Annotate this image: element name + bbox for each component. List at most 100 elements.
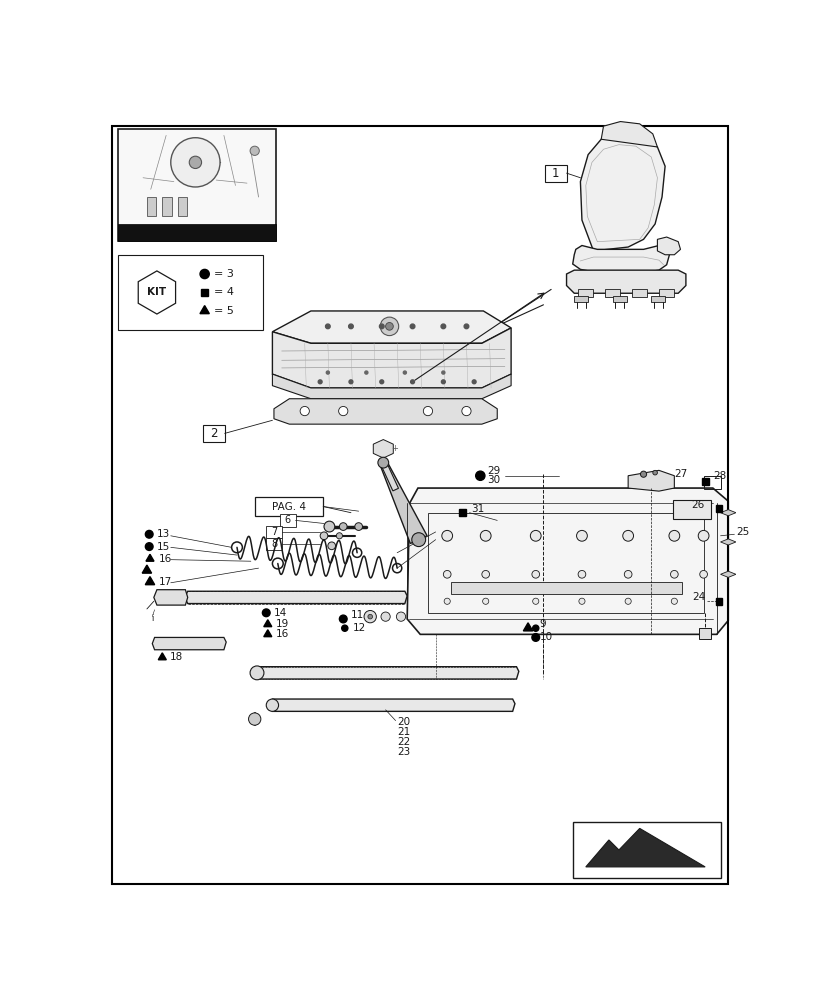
Bar <box>572 822 720 878</box>
Text: 15: 15 <box>156 542 170 552</box>
Circle shape <box>338 406 347 416</box>
Circle shape <box>443 570 450 578</box>
Bar <box>450 582 681 594</box>
Circle shape <box>262 609 269 617</box>
Circle shape <box>378 457 388 468</box>
Circle shape <box>652 470 657 475</box>
Bar <box>201 289 208 296</box>
Circle shape <box>170 138 219 187</box>
Circle shape <box>336 533 342 539</box>
Circle shape <box>379 380 383 384</box>
Text: 17: 17 <box>158 577 171 587</box>
Circle shape <box>324 521 334 532</box>
Polygon shape <box>185 591 407 604</box>
Circle shape <box>576 530 586 541</box>
Bar <box>650 296 664 302</box>
Circle shape <box>328 542 335 550</box>
Text: 16: 16 <box>158 554 171 564</box>
Circle shape <box>145 530 153 538</box>
Polygon shape <box>255 667 518 679</box>
Text: 20: 20 <box>396 717 410 727</box>
Circle shape <box>411 533 425 547</box>
Circle shape <box>410 380 414 384</box>
Polygon shape <box>145 577 155 585</box>
Circle shape <box>530 530 541 541</box>
Circle shape <box>622 530 633 541</box>
Text: = 4: = 4 <box>214 287 233 297</box>
Polygon shape <box>142 565 152 573</box>
Circle shape <box>364 371 368 374</box>
Bar <box>118 129 276 241</box>
Bar <box>266 538 281 550</box>
Text: 21: 21 <box>396 727 410 737</box>
Circle shape <box>379 324 383 329</box>
Circle shape <box>697 530 708 541</box>
Text: = 5: = 5 <box>214 306 233 316</box>
Circle shape <box>189 156 201 169</box>
Text: 24: 24 <box>691 592 704 602</box>
Circle shape <box>577 570 585 578</box>
Bar <box>604 289 620 297</box>
Circle shape <box>482 598 488 604</box>
Text: 19: 19 <box>275 619 288 629</box>
Text: 28: 28 <box>713 471 726 481</box>
Circle shape <box>464 324 468 329</box>
Bar <box>612 296 626 302</box>
Polygon shape <box>566 270 685 293</box>
Circle shape <box>668 530 679 541</box>
Polygon shape <box>600 122 657 147</box>
Circle shape <box>441 371 445 374</box>
Bar <box>698 628 710 639</box>
Circle shape <box>325 324 330 329</box>
Text: 13: 13 <box>156 529 170 539</box>
Circle shape <box>349 380 352 384</box>
Text: PAG. 4: PAG. 4 <box>272 502 306 512</box>
Text: 1: 1 <box>551 167 559 180</box>
Polygon shape <box>138 271 175 314</box>
Polygon shape <box>720 510 735 516</box>
Bar <box>701 478 708 485</box>
Text: 7: 7 <box>270 527 277 537</box>
Circle shape <box>444 598 450 604</box>
Text: 29: 29 <box>486 466 500 476</box>
Text: 31: 31 <box>470 504 484 514</box>
Polygon shape <box>264 630 271 637</box>
Text: 23: 23 <box>396 747 410 757</box>
Circle shape <box>480 530 491 541</box>
Circle shape <box>248 713 260 725</box>
Circle shape <box>250 146 259 155</box>
Circle shape <box>410 324 414 329</box>
Text: +: + <box>391 444 398 453</box>
Circle shape <box>532 625 538 631</box>
Circle shape <box>250 666 264 680</box>
Circle shape <box>319 532 328 540</box>
Circle shape <box>623 570 631 578</box>
Bar <box>280 514 295 527</box>
Bar <box>715 505 722 512</box>
Polygon shape <box>274 399 496 424</box>
Circle shape <box>441 380 445 384</box>
Circle shape <box>699 570 707 578</box>
Circle shape <box>348 324 353 329</box>
Text: 27: 27 <box>673 469 687 479</box>
Bar <box>573 296 587 302</box>
Polygon shape <box>380 461 398 491</box>
Circle shape <box>385 323 393 330</box>
Polygon shape <box>154 590 188 605</box>
Polygon shape <box>572 246 670 272</box>
Text: KIT: KIT <box>147 287 166 297</box>
Bar <box>631 289 647 297</box>
Bar <box>703 476 720 489</box>
Polygon shape <box>657 237 680 255</box>
Polygon shape <box>585 828 704 867</box>
Circle shape <box>318 380 322 384</box>
Circle shape <box>624 598 631 604</box>
Circle shape <box>532 598 538 604</box>
Bar <box>715 598 722 605</box>
Circle shape <box>380 317 398 336</box>
Polygon shape <box>269 699 514 711</box>
Polygon shape <box>580 134 664 251</box>
Bar <box>577 289 593 297</box>
Circle shape <box>300 406 309 416</box>
Polygon shape <box>272 374 510 399</box>
